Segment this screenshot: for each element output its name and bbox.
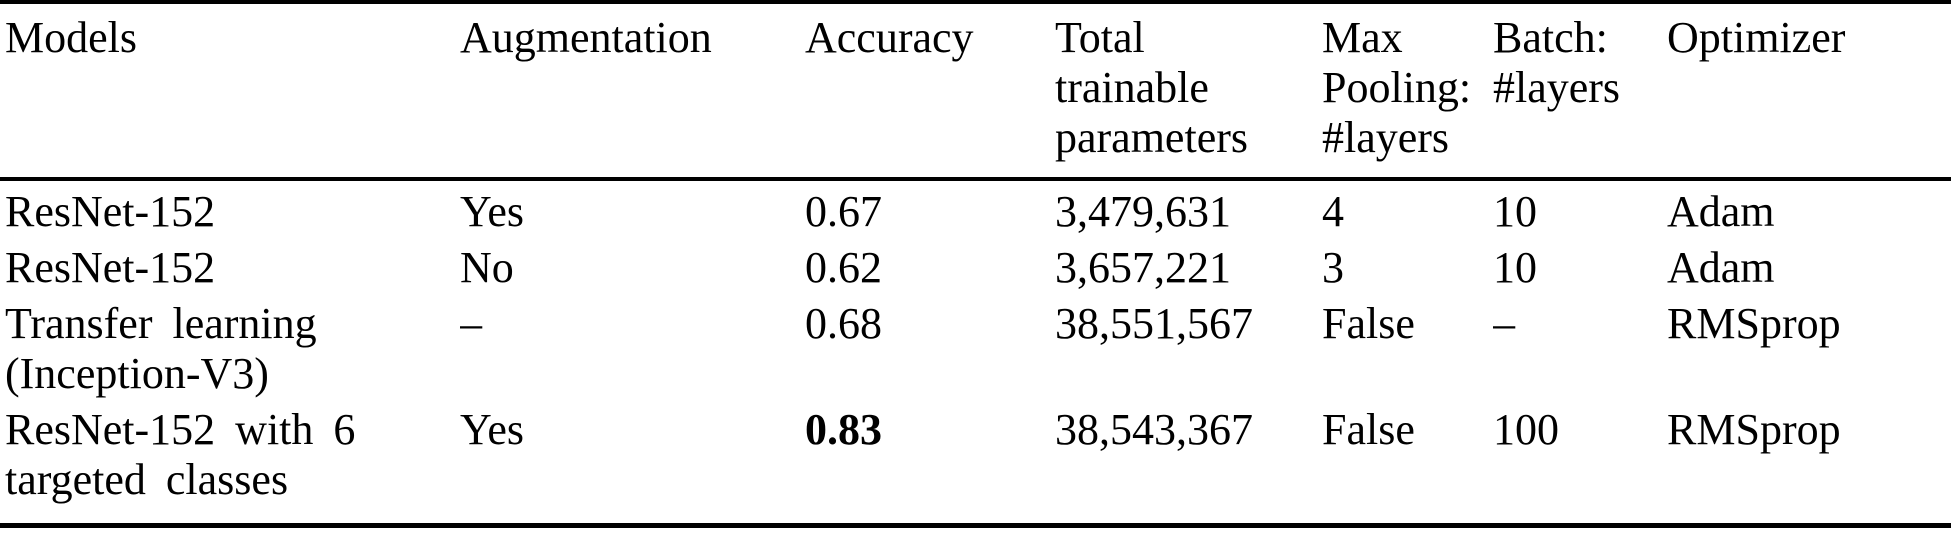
- cell-accuracy: 0.62: [805, 243, 882, 292]
- cell-total-trainable-parameters: 38,543,367: [1055, 405, 1253, 454]
- column-header-max-pooling-layers: Max Pooling: #layers: [1322, 2, 1493, 181]
- cell-max-pooling-layers: 3: [1322, 243, 1344, 292]
- cell-model: Transfer learning (Inception-V3): [5, 299, 317, 398]
- cell-optimizer: RMSprop: [1667, 299, 1841, 348]
- cell-batch-layers: 100: [1493, 405, 1559, 454]
- cell-augmentation: Yes: [460, 405, 525, 454]
- cell-max-pooling-layers: False: [1322, 405, 1415, 454]
- cell-max-pooling-layers: 4: [1322, 187, 1344, 236]
- cell-total-trainable-parameters: 3,657,221: [1055, 243, 1231, 292]
- cell-total-trainable-parameters: 3,479,631: [1055, 187, 1231, 236]
- table-row: ResNet-152 No 0.62 3,657,221 3 10 Adam: [0, 237, 1951, 293]
- column-header-accuracy: Accuracy: [805, 2, 1055, 181]
- cell-batch-layers: 10: [1493, 243, 1537, 292]
- cell-model: ResNet-152: [5, 243, 216, 292]
- cell-batch-layers: –: [1493, 299, 1515, 348]
- header-row: Models Augmentation Accuracy Total train…: [0, 2, 1951, 181]
- cell-augmentation: Yes: [460, 187, 525, 236]
- column-header-batch-layers: Batch: #layers: [1493, 2, 1667, 181]
- cell-max-pooling-layers: False: [1322, 299, 1415, 348]
- table-row: ResNet-152 with 6 targeted classes Yes 0…: [0, 399, 1951, 526]
- table-header: Models Augmentation Accuracy Total train…: [0, 2, 1951, 181]
- cell-accuracy-best: 0.83: [805, 405, 882, 454]
- column-header-optimizer: Optimizer: [1667, 2, 1951, 181]
- column-header-augmentation: Augmentation: [460, 2, 805, 181]
- cell-model: ResNet-152 with 6 targeted classes: [5, 405, 356, 504]
- cell-total-trainable-parameters: 38,551,567: [1055, 299, 1253, 348]
- cell-model: ResNet-152: [5, 187, 216, 236]
- cell-optimizer: Adam: [1667, 187, 1775, 236]
- cell-augmentation: –: [460, 299, 482, 348]
- table-body: ResNet-152 Yes 0.67 3,479,631 4 10 Adam …: [0, 179, 1951, 526]
- cell-accuracy: 0.67: [805, 187, 882, 236]
- column-header-models: Models: [0, 2, 460, 181]
- cell-augmentation: No: [460, 243, 514, 292]
- column-header-total-trainable-parameters: Total trainable parameters: [1055, 2, 1322, 181]
- cell-optimizer: RMSprop: [1667, 405, 1841, 454]
- table-row: Transfer learning (Inception-V3) – 0.68 …: [0, 293, 1951, 399]
- table-row: ResNet-152 Yes 0.67 3,479,631 4 10 Adam: [0, 179, 1951, 237]
- cell-batch-layers: 10: [1493, 187, 1537, 236]
- cell-accuracy: 0.68: [805, 299, 882, 348]
- cell-optimizer: Adam: [1667, 243, 1775, 292]
